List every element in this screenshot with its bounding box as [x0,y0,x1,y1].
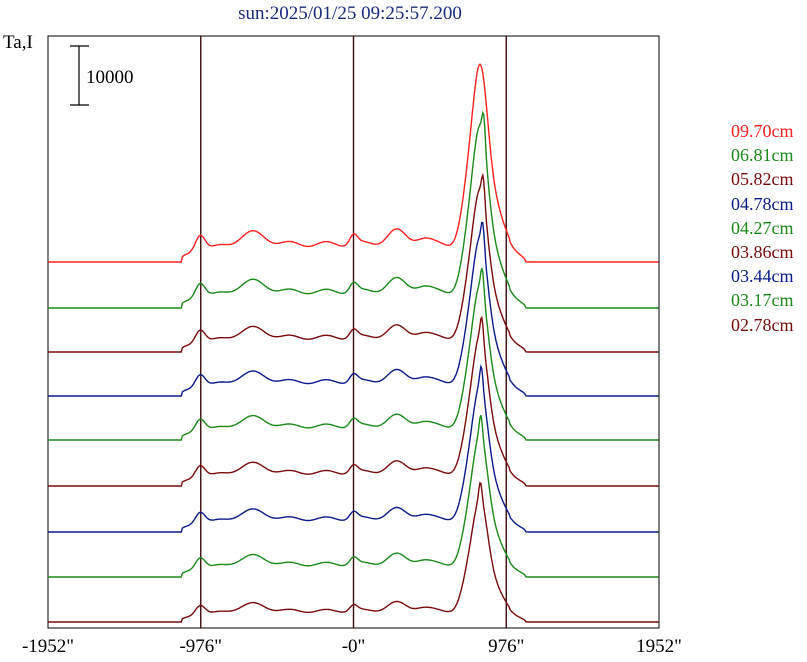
legend-entry: 06.81cm [731,145,794,166]
scale-bar-label: 10000 [86,67,134,88]
x-tick-label: -0" [341,636,366,657]
x-tick-label: -1952" [21,636,75,657]
x-tick-label: 976" [488,636,525,657]
series-line-06.81cm [48,110,659,309]
legend-entry: 03.44cm [731,266,794,287]
series-line-03.44cm [48,364,659,533]
chart-legend: 09.70cm 06.81cm 05.82cm 04.78cm 04.27cm 03.86… [731,119,794,337]
legend-entry: 09.70cm [731,121,794,141]
y-axis-label: Ta,I [3,32,33,53]
legend-entry: 04.78cm [731,193,794,214]
legend-entry: 04.27cm [731,217,794,238]
chart-title: sun:2025/01/25 09:25:57.200 [238,3,462,24]
series-line-03.86cm [48,315,659,487]
legend-entry: 05.82cm [731,169,794,190]
series-line-04.27cm [48,267,659,441]
legend-entry: 02.78cm [731,314,794,335]
series-line-03.17cm [48,414,659,578]
series-line-02.78cm [48,481,659,623]
series-line-09.70cm [48,63,659,263]
series-line-04.78cm [48,221,659,397]
x-tick-label: -976" [179,636,223,657]
x-tick-label: 1952" [636,636,682,657]
series-line-05.82cm [48,172,659,353]
legend-entry: 03.86cm [731,242,794,263]
legend-entry: 03.17cm [731,290,794,311]
